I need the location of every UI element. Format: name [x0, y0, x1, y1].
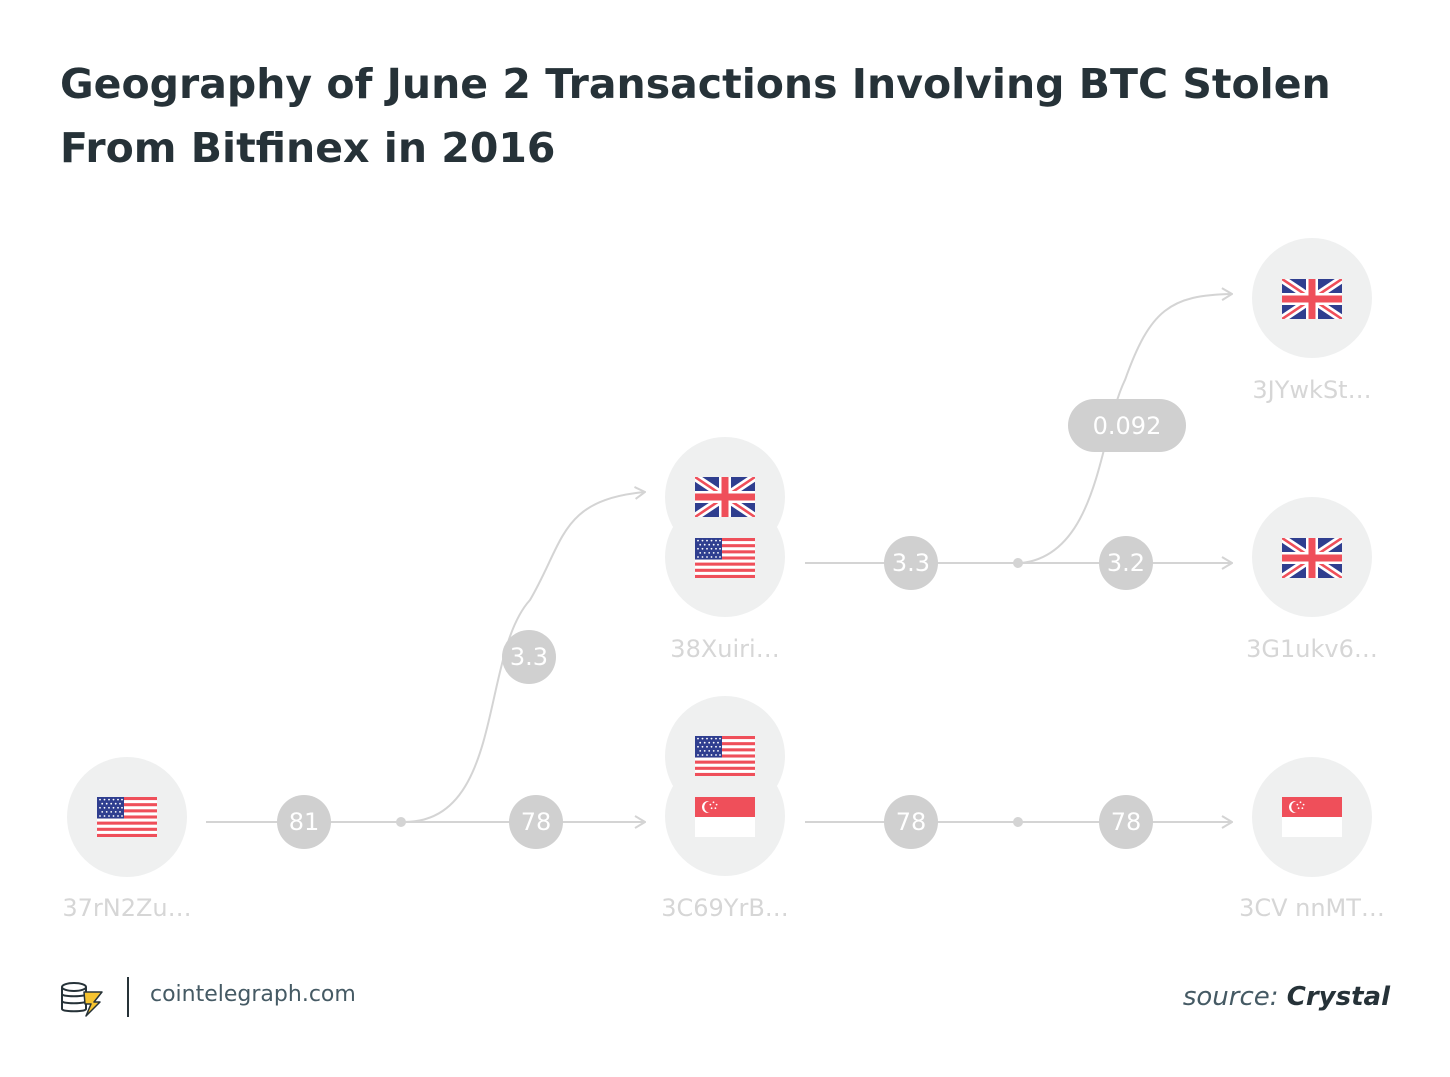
svg-text:78: 78 [1111, 808, 1142, 836]
title-line-1: Geography of June 2 Transactions Involvi… [60, 60, 1331, 108]
node-37rN2Zu: 37rN2Zu… [62, 757, 192, 922]
node-3G1ukv6: 3G1ukv6… [1246, 497, 1378, 663]
split-points [396, 558, 1023, 827]
node-3CVnnMT: 3CV nnMT… [1239, 757, 1385, 922]
node-3JYwkSt: 3JYwkSt… [1252, 238, 1372, 404]
edge-split2-n4 [1020, 294, 1232, 564]
split-dot [1013, 817, 1023, 827]
svg-text:3.3: 3.3 [892, 549, 930, 577]
amount-pill: 78 [509, 795, 563, 849]
node-address: 3G1ukv6… [1246, 635, 1378, 663]
node-address: 3CV nnMT… [1239, 894, 1385, 922]
svg-text:81: 81 [289, 808, 320, 836]
amount-pill: 3.2 [1099, 536, 1153, 590]
node-address: 38Xuiri… [670, 635, 779, 663]
svg-text:3.3: 3.3 [510, 643, 548, 671]
cointelegraph-logo-icon [61, 982, 103, 1017]
node-38Xuiri: 38Xuiri… [665, 437, 785, 663]
split-dot [396, 817, 406, 827]
amount-pill: 78 [884, 795, 938, 849]
split-dot [1013, 558, 1023, 568]
edge-split1-n2 [403, 492, 645, 823]
node-address: 37rN2Zu… [62, 894, 191, 922]
singapore-flag-icon [695, 797, 755, 837]
source-name: Crystal [1286, 982, 1390, 1012]
source-prefix: source: [1182, 982, 1287, 1012]
amount-pill: 81 [277, 795, 331, 849]
amount-pill: 3.3 [884, 536, 938, 590]
svg-text:78: 78 [521, 808, 552, 836]
node-address: 3C69YrB… [661, 894, 789, 922]
uk-flag-icon [1282, 538, 1342, 578]
singapore-flag-icon [1282, 797, 1342, 837]
amount-labels: 81 3.3 78 3.3 0.092 3.2 78 78 [277, 399, 1186, 849]
svg-text:78: 78 [896, 808, 927, 836]
uk-flag-icon [1282, 279, 1342, 319]
amount-pill: 78 [1099, 795, 1153, 849]
chart-title: Geography of June 2 Transactions Involvi… [60, 52, 1400, 180]
us-flag-icon [695, 538, 755, 578]
site-name: cointelegraph.com [150, 982, 356, 1007]
amount-pill: 0.092 [1068, 399, 1186, 452]
source-credit: source: Crystal [1183, 982, 1390, 1012]
node-3C69YrB: 3C69YrB… [661, 696, 789, 922]
svg-text:3.2: 3.2 [1107, 549, 1145, 577]
amount-pill: 3.3 [502, 630, 556, 684]
uk-flag-icon [695, 477, 755, 517]
us-flag-icon [695, 736, 755, 776]
us-flag-icon [97, 797, 157, 837]
node-address: 3JYwkSt… [1252, 376, 1371, 404]
svg-text:0.092: 0.092 [1093, 412, 1162, 440]
title-line-2: From Bitfinex in 2016 [60, 124, 556, 172]
footer-divider [127, 977, 129, 1017]
